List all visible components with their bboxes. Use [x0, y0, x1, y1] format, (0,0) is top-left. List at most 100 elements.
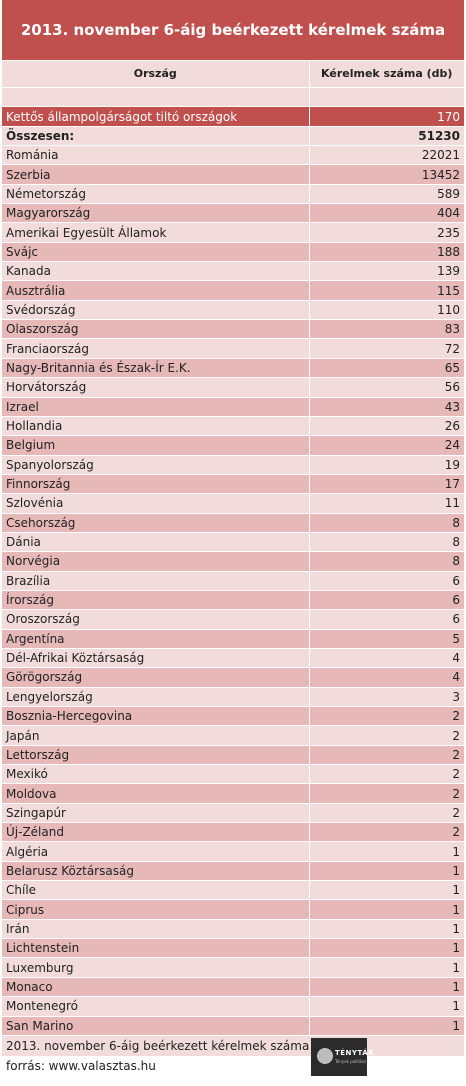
table-row: Luxemburg 1: [2, 957, 464, 978]
table-row: [2, 87, 464, 108]
count-cell: 1: [308, 899, 464, 920]
country-cell: Lichtenstein: [2, 938, 309, 959]
country-cell: Lengyelország: [2, 687, 309, 708]
country-cell: Argentína: [2, 629, 309, 649]
table-row: Szerbia 13452: [2, 164, 464, 185]
country-cell: Németország: [2, 184, 309, 205]
table-row: San Marino 1: [2, 1016, 464, 1036]
count-cell: 2: [308, 725, 464, 746]
table-row: Írország 6: [2, 590, 464, 611]
country-cell: Szerbia: [2, 164, 309, 185]
count-cell: 65: [308, 358, 464, 379]
country-cell: Írország: [2, 590, 309, 611]
country-cell: Svédország: [2, 300, 309, 321]
table-row: Moldova 2: [2, 783, 464, 804]
country-cell: Bosznia-Hercegovina: [2, 706, 309, 727]
count-cell: 72: [308, 338, 464, 359]
count-cell: 1: [308, 880, 464, 901]
count-cell: 8: [308, 532, 464, 553]
table-row: Irán 1: [2, 919, 464, 940]
table-row: Ciprus 1: [2, 899, 464, 920]
count-cell: 11: [308, 493, 464, 514]
count-cell: 6: [308, 590, 464, 611]
footer: 2013. november 6-áig beérkezett kérelmek…: [2, 1035, 464, 1076]
table-row: Norvégia 8: [2, 551, 464, 572]
count-cell: 4: [308, 648, 464, 669]
country-cell: Monaco: [2, 977, 309, 998]
table-row: Argentína 5: [2, 629, 464, 649]
table-row: Izrael 43: [2, 397, 464, 417]
table-row: Csehország 8: [2, 513, 464, 533]
table-row: Kanada 139: [2, 261, 464, 282]
country-cell: Kanada: [2, 261, 309, 282]
tenytar-logo: TÉNYTÁR Tények politikai: [311, 1037, 374, 1076]
country-cell: Moldova: [2, 783, 309, 804]
table-row: Chíle 1: [2, 880, 464, 901]
count-cell: 22021: [308, 145, 464, 166]
count-cell: 1: [308, 957, 464, 978]
count-cell: 115: [308, 280, 464, 301]
country-cell: Ausztrália: [2, 280, 309, 301]
table-row: Lichtenstein 1: [2, 938, 464, 959]
country-cell: Spanyolország: [2, 455, 309, 475]
footer-source: forrás: www.valasztas.hu: [6, 1058, 156, 1073]
table-row: Mexikó 2: [2, 764, 464, 785]
table-row: Olaszország 83: [2, 319, 464, 340]
table-row: Magyarország 404: [2, 203, 464, 224]
count-cell: 1: [308, 977, 464, 998]
country-cell: Montenegró: [2, 996, 309, 1017]
table-row: Japán 2: [2, 725, 464, 746]
country-cell: Görögország: [2, 667, 309, 688]
logo-tagline: Tények politikai: [335, 1058, 366, 1064]
table-row: Algéria 1: [2, 841, 464, 862]
count-cell: 5: [308, 629, 464, 649]
country-cell: Románia: [2, 145, 309, 166]
count-cell: 2: [308, 745, 464, 766]
country-cell: Mexikó: [2, 764, 309, 785]
table-row: Hollandia 26: [2, 416, 464, 437]
country-cell: Izrael: [2, 397, 309, 417]
logo-brand: TÉNYTÁR: [335, 1048, 375, 1057]
table-row: Bosznia-Hercegovina 2: [2, 706, 464, 727]
country-cell: Dánia: [2, 532, 309, 553]
count-cell: 43: [308, 397, 464, 417]
table-row: Belarusz Köztársaság 1: [2, 861, 464, 882]
count-cell: 235: [308, 222, 464, 243]
table-row: Dánia 8: [2, 532, 464, 553]
country-cell: Ciprus: [2, 899, 309, 920]
table-row: Összesen: 51230: [2, 126, 464, 147]
count-cell: 139: [308, 261, 464, 282]
table-row: Brazília 6: [2, 571, 464, 591]
count-cell: 1: [308, 861, 464, 882]
table-row: Szlovénia 11: [2, 493, 464, 514]
country-cell: Brazília: [2, 571, 309, 591]
count-cell: 8: [308, 551, 464, 572]
country-cell: Norvégia: [2, 551, 309, 572]
count-cell: 6: [308, 609, 464, 630]
count-cell: 2: [308, 822, 464, 843]
country-cell: Oroszország: [2, 609, 309, 630]
country-cell: Olaszország: [2, 319, 309, 340]
country-cell: Nagy-Britannia és Észak-Ír E.K.: [2, 358, 309, 379]
table-row: Dél-Afrikai Köztársaság 4: [2, 648, 464, 669]
count-cell: 1: [308, 841, 464, 862]
table-row: Lettország 2: [2, 745, 464, 766]
header-row: Ország Kérelmek száma (db): [2, 61, 464, 88]
country-cell: Amerikai Egyesült Államok: [2, 222, 309, 243]
table-body: Kettős állampolgárságot tiltó országok 17…: [2, 87, 464, 1036]
count-cell: 170: [308, 106, 464, 127]
count-cell: 24: [308, 435, 464, 456]
count-cell: 19: [308, 455, 464, 475]
count-cell: 4: [308, 667, 464, 688]
country-cell: Belarusz Köztársaság: [2, 861, 309, 882]
table-row: Románia 22021: [2, 145, 464, 166]
table-row: Oroszország 6: [2, 609, 464, 630]
count-cell: 83: [308, 319, 464, 340]
table-row: Görögország 4: [2, 667, 464, 688]
country-cell: Irán: [2, 919, 309, 940]
table-row: Franciaország 72: [2, 338, 464, 359]
table-row: Kettős állampolgárságot tiltó országok 17…: [2, 106, 464, 127]
count-cell: 51230: [308, 126, 464, 147]
country-cell: Belgium: [2, 435, 309, 456]
count-cell: 1: [308, 1016, 464, 1036]
